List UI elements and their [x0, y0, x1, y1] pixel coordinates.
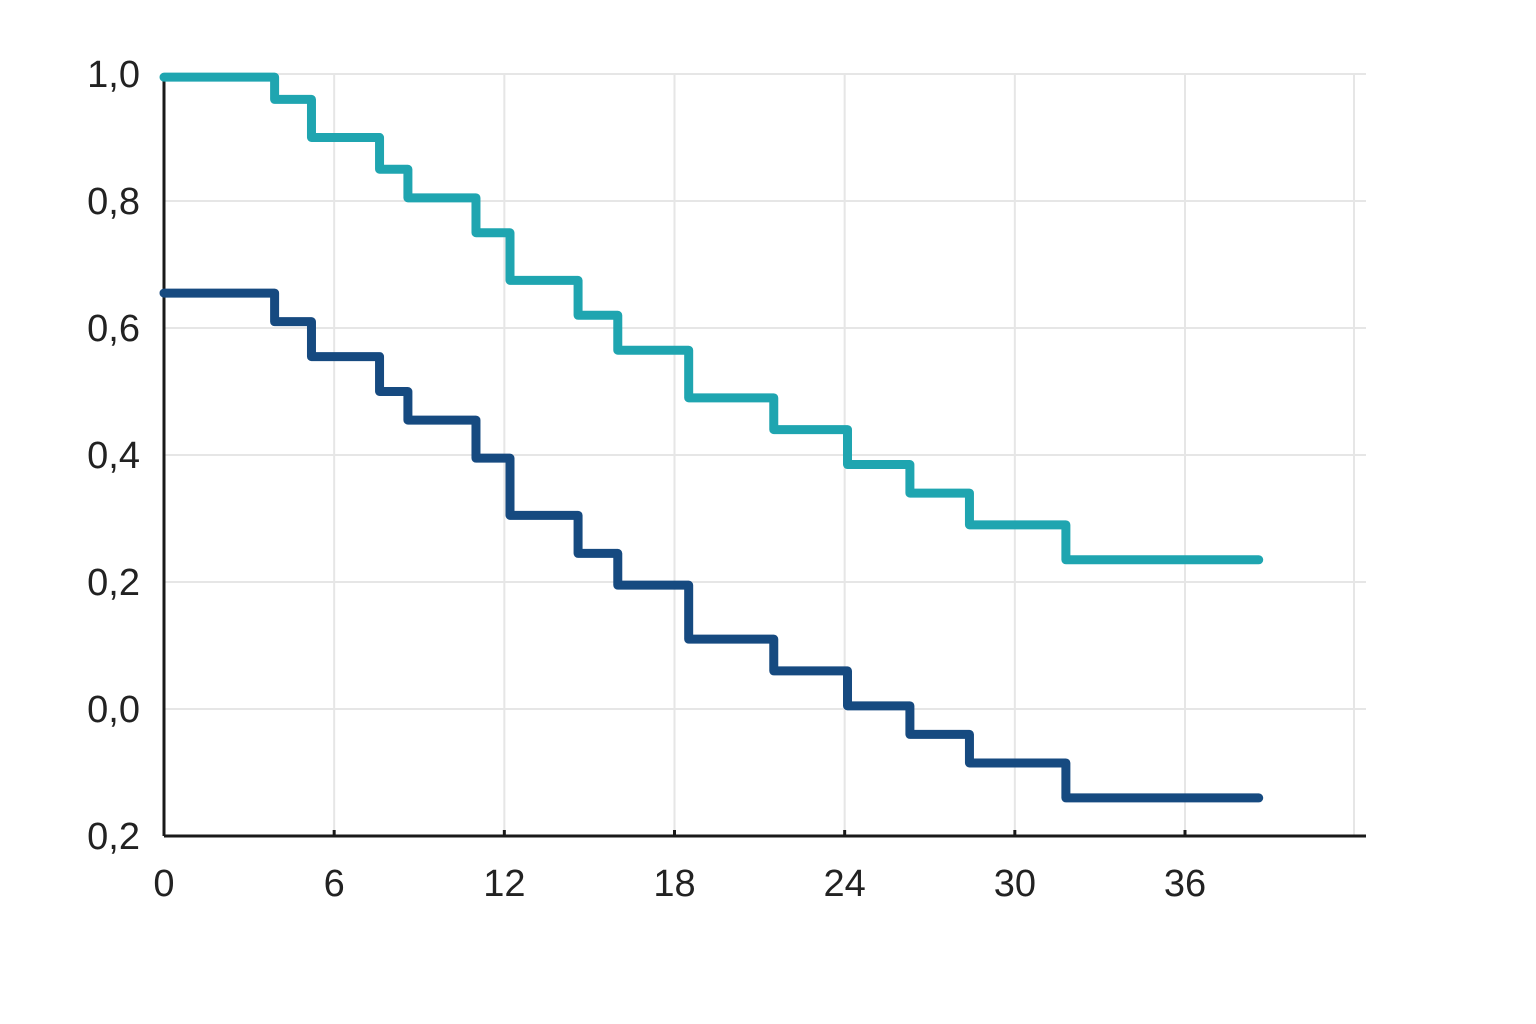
series-group	[159, 72, 1264, 803]
grid	[164, 73, 1366, 836]
series-line-1	[159, 72, 1264, 565]
x-tick-label: 6	[324, 863, 345, 905]
y-tick-label: 0,2	[87, 816, 140, 858]
x-tick-label: 24	[824, 863, 866, 905]
y-tick-labels: 0,2 0,0 0,2 0,4 0,6 0,8 1,0	[87, 54, 140, 858]
series-line-2	[159, 288, 1264, 803]
y-tick-label: 0,4	[87, 435, 140, 477]
y-tick-label: 0,0	[87, 689, 140, 731]
x-tick-labels: 0 6 12 18 24 30 36	[153, 863, 1206, 905]
y-tick-label: 1,0	[87, 54, 140, 96]
axes	[162, 74, 1366, 838]
x-tick-label: 18	[653, 863, 695, 905]
y-tick-label: 0,6	[87, 308, 140, 350]
y-tick-label: 0,8	[87, 181, 140, 223]
x-tick-label: 36	[1164, 863, 1206, 905]
x-tick-label: 0	[153, 863, 174, 905]
x-tick-label: 30	[994, 863, 1036, 905]
y-tick-label: 0,2	[87, 562, 140, 604]
x-tick-label: 12	[483, 863, 525, 905]
